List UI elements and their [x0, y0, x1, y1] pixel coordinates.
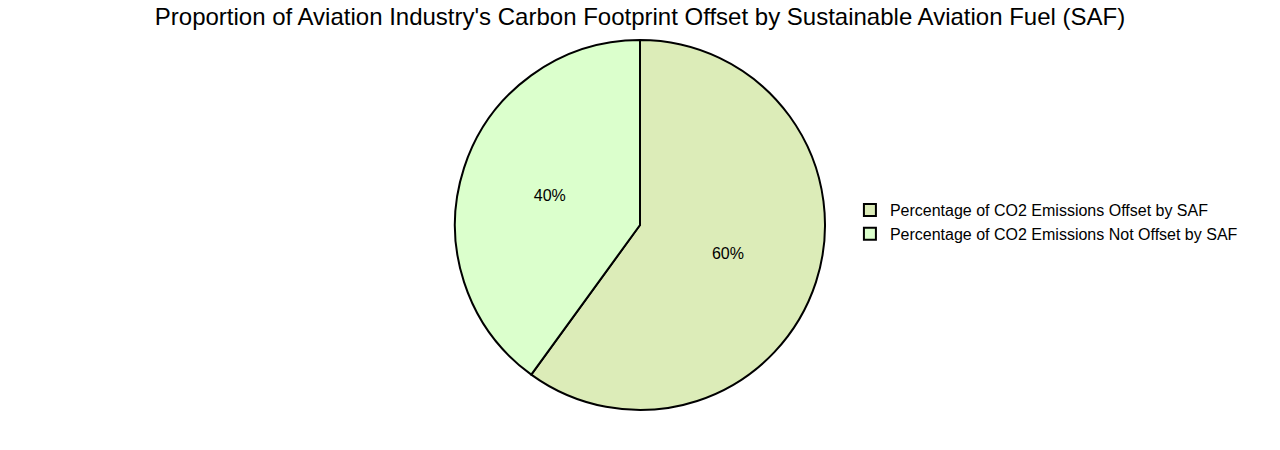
- svg-text:40%: 40%: [534, 187, 566, 204]
- svg-text:60%: 60%: [712, 245, 744, 262]
- svg-text:Percentage of CO2 Emissions Of: Percentage of CO2 Emissions Offset by SA…: [890, 202, 1208, 219]
- svg-text:Proportion of Aviation Industr: Proportion of Aviation Industry's Carbon…: [155, 3, 1125, 30]
- svg-text:Percentage of CO2 Emissions No: Percentage of CO2 Emissions Not Offset b…: [890, 226, 1238, 243]
